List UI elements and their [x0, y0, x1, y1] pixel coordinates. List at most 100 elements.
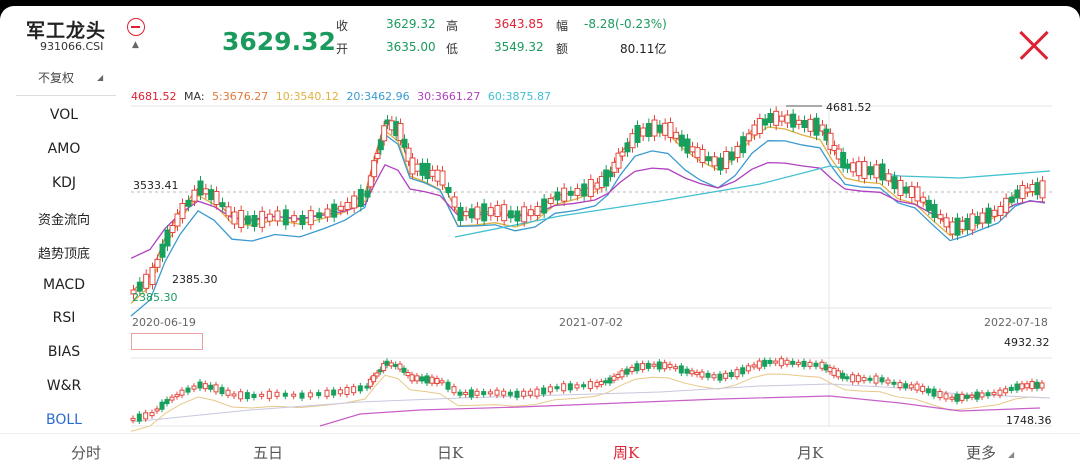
- sub-candle-body: [656, 361, 662, 370]
- candle-body: [424, 163, 431, 179]
- sub-candle-body: [468, 389, 474, 398]
- candle-body: [949, 221, 956, 235]
- candle-body: [745, 133, 752, 142]
- sub-candle-body: [723, 372, 729, 379]
- sidebar-item-kdj[interactable]: KDJ: [51, 175, 77, 191]
- sub-candle-body: [208, 384, 214, 390]
- sub-candle-body: [629, 366, 635, 372]
- sidebar-item-wr[interactable]: W&R: [46, 378, 82, 394]
- candle-body: [197, 180, 204, 196]
- sidebar-item-amo[interactable]: AMO: [47, 141, 81, 157]
- kline-chart[interactable]: [0, 6, 1080, 466]
- candle-body: [534, 206, 541, 216]
- sub-candle-body: [434, 377, 440, 384]
- sub-candle-body: [598, 381, 604, 386]
- sub-candle-body: [225, 389, 231, 396]
- candle-body: [208, 189, 215, 201]
- sub-candle-body: [219, 387, 225, 395]
- candle-body: [717, 157, 724, 171]
- sub-candle-body: [943, 393, 949, 400]
- candle-body: [202, 188, 209, 195]
- sub-candle-body: [756, 360, 762, 369]
- sub-candle-body: [587, 381, 593, 390]
- candle-body: [699, 149, 706, 163]
- candle-body: [316, 212, 323, 219]
- sub-candle-body: [717, 373, 723, 381]
- axis-min-label: 2385.30: [132, 291, 178, 304]
- tab-five-day[interactable]: 五日: [253, 444, 284, 462]
- sub-candle-body: [266, 390, 272, 399]
- sub-candle-body: [594, 381, 600, 387]
- ma-line: [130, 117, 1046, 293]
- sub-indicator-selector[interactable]: [131, 333, 203, 350]
- candle-body: [274, 210, 281, 222]
- sub-candle-body: [844, 376, 850, 380]
- sidebar-item-fund-flow[interactable]: 资金流向: [37, 213, 90, 228]
- candle-body: [457, 207, 464, 221]
- sub-candle-body: [534, 388, 540, 397]
- quote-value-high: 3643.85: [494, 17, 544, 31]
- candle-body: [501, 204, 508, 222]
- tab-monthly-k[interactable]: 月K: [797, 444, 824, 462]
- expand-caret-icon[interactable]: ▲: [132, 40, 139, 50]
- sub-candle-body: [991, 391, 997, 395]
- candle-body: [169, 225, 176, 233]
- tab-daily-k[interactable]: 日K: [437, 444, 464, 462]
- candle-body: [331, 203, 338, 218]
- candle-body: [434, 169, 441, 182]
- tab-more[interactable]: 更多: [966, 444, 997, 462]
- candle-body: [487, 207, 494, 217]
- sidebar-item-boll[interactable]: BOLL: [46, 412, 82, 428]
- remove-watchlist-icon[interactable]: [127, 18, 145, 36]
- candle-body: [231, 211, 238, 225]
- candle-body: [954, 217, 961, 236]
- ma-line: [130, 133, 1046, 317]
- candle-body: [225, 206, 232, 217]
- sub-candle-body: [611, 375, 617, 381]
- sub-candle-body: [615, 374, 621, 379]
- price-adjust-selector[interactable]: 不复权: [38, 71, 75, 85]
- candle-body: [219, 202, 226, 208]
- sub-candle-body: [673, 366, 679, 370]
- tab-weekly-k[interactable]: 周K: [613, 444, 640, 462]
- candle-body: [429, 169, 436, 177]
- current-price: 3629.32: [222, 27, 336, 56]
- sub-candle-body: [891, 381, 897, 385]
- sub-candle-body: [414, 375, 420, 382]
- sidebar-item-bias[interactable]: BIAS: [47, 344, 81, 360]
- candle-body: [861, 161, 868, 179]
- sub-candle-body: [316, 392, 322, 397]
- sidebar-item-macd[interactable]: MACD: [43, 277, 85, 293]
- candle-body: [238, 210, 245, 228]
- sub-candle-body: [344, 387, 350, 395]
- tab-intraday[interactable]: 分时: [71, 444, 102, 462]
- sub-candle-body: [554, 386, 560, 390]
- sub-candle-body: [429, 376, 435, 384]
- candle-body: [587, 179, 594, 197]
- sub-candle-body: [903, 383, 909, 389]
- candle-body: [1003, 197, 1010, 213]
- sub-candle-body: [931, 388, 937, 397]
- candle-body: [474, 206, 481, 220]
- candle-body: [337, 205, 344, 211]
- candle-body: [414, 163, 421, 172]
- sub-candle-body: [831, 367, 837, 376]
- sub-candle-body: [728, 372, 734, 377]
- sub-candle-body: [813, 362, 819, 367]
- candle-body: [397, 123, 404, 141]
- sub-candle-body: [419, 376, 425, 382]
- quote-label-close: 收: [336, 19, 349, 33]
- sub-candle-body: [979, 392, 985, 398]
- candle-body: [149, 267, 156, 285]
- sidebar-item-vol[interactable]: VOL: [49, 107, 79, 123]
- sub-candle-body: [409, 374, 415, 382]
- sidebar-item-rsi[interactable]: RSI: [52, 310, 76, 326]
- sub-candle-body: [561, 383, 567, 392]
- sub-candle-body: [823, 364, 829, 371]
- sub-candle-body: [143, 412, 149, 420]
- sidebar-item-trend-top-bottom[interactable]: 趋势顶底: [37, 247, 90, 262]
- sub-candle-body: [481, 391, 487, 396]
- sub-candle-body: [624, 368, 630, 375]
- sub-candle-body: [393, 363, 399, 367]
- candle-body: [873, 164, 880, 179]
